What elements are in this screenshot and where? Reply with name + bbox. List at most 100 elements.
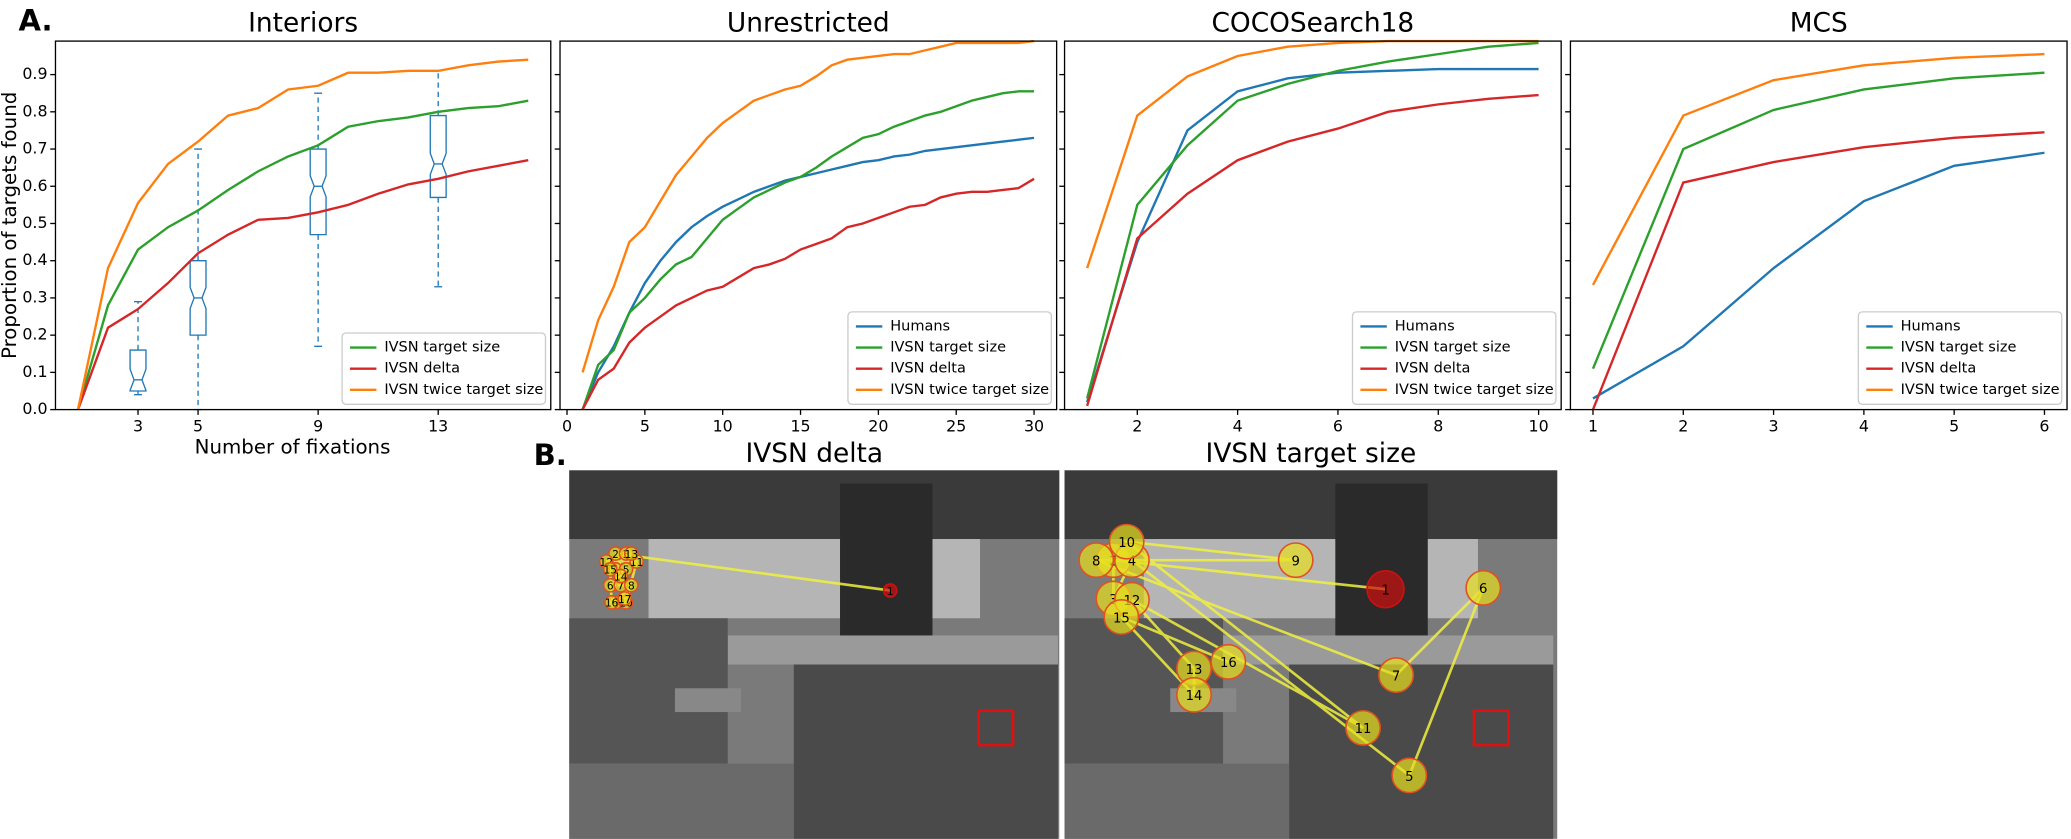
- legend-label: IVSN delta: [384, 361, 460, 377]
- x-tick-label: 4: [1233, 416, 1243, 435]
- series-line: [581, 136, 1035, 411]
- plot-frame: [559, 40, 1058, 411]
- legend-label: IVSN twice target size: [384, 382, 543, 398]
- x-tick-label: 15: [790, 416, 810, 435]
- plot-frame: [1569, 40, 2068, 411]
- legend-label: IVSN twice target size: [890, 382, 1049, 398]
- plot-frame: [1063, 40, 1562, 411]
- plot-frame: [54, 40, 552, 411]
- fixation: [1108, 523, 1145, 560]
- x-tick-label: 1: [1588, 416, 1598, 435]
- x-tick-label: 25: [946, 416, 966, 435]
- fixation: [1176, 676, 1212, 713]
- fixation-label: 1: [887, 586, 894, 598]
- legend-label: IVSN target size: [384, 340, 500, 356]
- y-tick-label: 0.2: [22, 325, 47, 344]
- fixation-label: 9: [1292, 554, 1300, 569]
- series-line: [1085, 93, 1539, 407]
- fixation-label: 5: [623, 565, 630, 577]
- fixation: [1345, 709, 1382, 746]
- x-tick-label: 2: [1132, 416, 1142, 435]
- fixation-label: 6: [1479, 582, 1487, 597]
- fixation-label: 11: [1355, 722, 1372, 737]
- series-line: [1085, 41, 1539, 399]
- fixation-label: 15: [603, 565, 616, 577]
- x-tick-label: 10: [1529, 416, 1549, 435]
- fixation: [604, 595, 619, 610]
- fixation-label: 15: [1113, 611, 1130, 626]
- y-tick-label: 0.4: [22, 250, 47, 269]
- fixation: [882, 583, 898, 598]
- fixation-label: 4: [1128, 554, 1136, 569]
- y-tick-label: 0.3: [22, 287, 47, 306]
- fixation-label: 14: [1186, 689, 1203, 704]
- fixation-label: 17: [618, 594, 631, 606]
- legend-label: IVSN target size: [890, 340, 1006, 356]
- fixation-label: 8: [1092, 554, 1100, 569]
- x-tick-label: 13: [428, 416, 448, 435]
- x-tick-label: 9: [313, 416, 323, 435]
- panel-label: A.: [18, 4, 52, 38]
- chart-title: COCOSearch18: [1211, 7, 1414, 38]
- fixation: [613, 568, 629, 584]
- x-axis-label: Number of fixations: [195, 435, 391, 458]
- legend-label: IVSN target size: [1395, 340, 1511, 356]
- fixation-label: 7: [617, 581, 624, 593]
- x-tick-label: 8: [1433, 416, 1443, 435]
- fixation: [1103, 598, 1140, 635]
- fixation: [617, 591, 633, 606]
- fixation: [1391, 757, 1428, 794]
- series-line: [581, 90, 1035, 410]
- fixation: [623, 546, 639, 561]
- fixation-label: 13: [1186, 663, 1203, 678]
- x-tick-label: 3: [133, 416, 143, 435]
- floor: [569, 763, 794, 839]
- x-tick-label: 4: [1859, 416, 1869, 435]
- y-tick-label: 0.6: [22, 176, 47, 195]
- fixation: [602, 562, 618, 577]
- fixation: [1378, 657, 1415, 694]
- fixation-label: 3: [1109, 593, 1117, 608]
- fixation-label: 16: [605, 598, 619, 610]
- legend-label: Humans: [890, 318, 950, 334]
- series-line: [76, 58, 529, 410]
- legend-label: Humans: [1395, 318, 1455, 334]
- floor: [1064, 763, 1290, 839]
- legend-box: [1857, 311, 2063, 405]
- x-tick-label: 30: [1024, 416, 1044, 435]
- fixation: [1465, 569, 1502, 606]
- fixation-label: 5: [1405, 770, 1413, 785]
- y-tick-label: 0.0: [22, 399, 47, 418]
- legend-label: IVSN delta: [890, 361, 966, 377]
- island: [1289, 664, 1554, 839]
- y-tick-label: 0.5: [22, 213, 47, 232]
- series-line: [581, 177, 1035, 411]
- y-tick-label: 0.1: [22, 362, 47, 381]
- image-title: IVSN target size: [1206, 438, 1417, 469]
- fixation-label: 7: [1392, 669, 1400, 684]
- y-tick-label: 0.9: [22, 64, 47, 83]
- series-line: [1085, 67, 1539, 403]
- chart-title: Unrestricted: [727, 7, 890, 38]
- island: [793, 664, 1058, 839]
- legend-label: IVSN target size: [1901, 340, 2017, 356]
- legend-label: IVSN twice target size: [1901, 382, 2060, 398]
- x-tick-label: 0: [562, 416, 572, 435]
- legend-box: [847, 311, 1053, 405]
- x-tick-label: 5: [1949, 416, 1959, 435]
- fixation-label: 6: [607, 581, 614, 593]
- legend-box: [1351, 311, 1557, 405]
- x-tick-label: 20: [868, 416, 888, 435]
- fixation: [1210, 643, 1247, 680]
- panel-label: B.: [534, 438, 567, 472]
- y-tick-label: 0.8: [22, 101, 47, 120]
- fixation: [1277, 542, 1314, 579]
- series-line: [76, 159, 529, 411]
- scene: [569, 470, 1060, 839]
- fixation: [1078, 542, 1115, 579]
- box: [129, 349, 147, 392]
- x-tick-label: 6: [2039, 416, 2049, 435]
- fixation-label: 14: [614, 571, 628, 583]
- fixation-label: 1: [1381, 584, 1389, 599]
